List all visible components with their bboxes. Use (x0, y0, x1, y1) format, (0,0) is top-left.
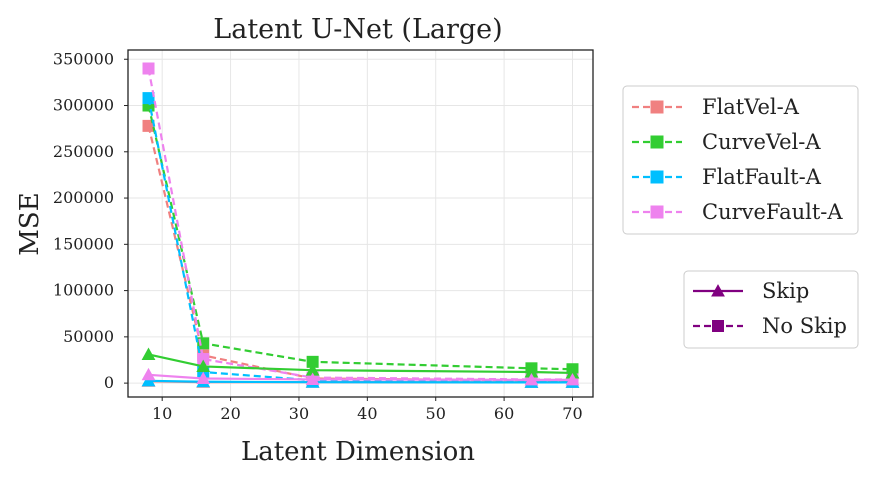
x-tick-label: 20 (220, 404, 240, 423)
series-line (147, 105, 573, 371)
legend-label: CurveFault-A (702, 200, 843, 224)
legend-entry: Skip (693, 279, 809, 303)
legend-marker (712, 320, 724, 332)
legend-label: FlatVel-A (702, 95, 800, 119)
data-point (524, 365, 539, 378)
legend-marker (650, 205, 664, 219)
series-line (147, 68, 573, 381)
series-line (147, 97, 573, 383)
data-point (305, 372, 320, 385)
series-curvevel-a-no-skip (142, 99, 579, 376)
legend-entry: No Skip (693, 314, 847, 338)
legend-entry: CurveFault-A (632, 200, 843, 224)
legend-entry: FlatVel-A (632, 95, 800, 119)
data-point (306, 355, 319, 368)
chart-title: Latent U-Net (Large) (213, 14, 502, 45)
legend-label: Skip (762, 279, 809, 303)
y-tick-label: 50000 (63, 327, 114, 346)
x-tick-label: 70 (562, 404, 582, 423)
y-tick-label: 300000 (53, 96, 114, 115)
y-tick-label: 200000 (53, 188, 114, 207)
x-axis-label: Latent Dimension (241, 437, 475, 467)
x-tick-label: 10 (152, 404, 172, 423)
legend-style: Skip No Skip (683, 270, 859, 349)
y-tick-label: 100000 (53, 281, 114, 300)
data-point (142, 92, 155, 105)
data-point (196, 359, 211, 372)
legend-marker (650, 100, 664, 114)
series-curvevel-a-skip (141, 347, 580, 379)
data-point (305, 363, 320, 376)
y-axis-label: MSE (15, 192, 45, 255)
series-curvefault-a-skip (141, 367, 580, 386)
y-axis: 0 50000 100000 150000 200000 250000 300000 3500… (53, 49, 128, 392)
legend-marker (650, 170, 664, 184)
y-tick-label: 350000 (53, 49, 114, 68)
legend-marker (650, 135, 664, 149)
data-point (141, 367, 156, 381)
legend-datasets-box (622, 85, 859, 235)
data-point (196, 371, 211, 385)
legend-datasets: FlatVel-A CurveVel-A FlatFault-A CurveFault… (622, 85, 859, 235)
legend-label: No Skip (762, 314, 847, 338)
y-tick-label: 250000 (53, 142, 114, 161)
plot-frame (127, 49, 594, 398)
grid (128, 50, 593, 397)
x-tick-label: 40 (357, 404, 377, 423)
legend-label: FlatFault-A (702, 165, 822, 189)
x-tick-label: 50 (426, 404, 446, 423)
x-tick-label: 60 (494, 404, 514, 423)
series-layer (141, 62, 580, 388)
series-line (147, 125, 573, 382)
data-point (565, 366, 580, 379)
data-point (197, 353, 210, 366)
legend-marker (711, 284, 725, 297)
y-tick-label: 0 (104, 373, 114, 392)
x-tick-label: 30 (289, 404, 309, 423)
x-axis: 10 20 30 40 50 60 70 (152, 397, 583, 423)
y-tick-label: 150000 (53, 234, 114, 253)
data-point (142, 62, 155, 75)
data-point (141, 347, 156, 360)
legend-entry: CurveVel-A (632, 130, 821, 154)
legend-entry: FlatFault-A (632, 165, 822, 189)
legend-label: CurveVel-A (702, 130, 821, 154)
data-point (565, 372, 580, 386)
data-point (524, 372, 539, 386)
